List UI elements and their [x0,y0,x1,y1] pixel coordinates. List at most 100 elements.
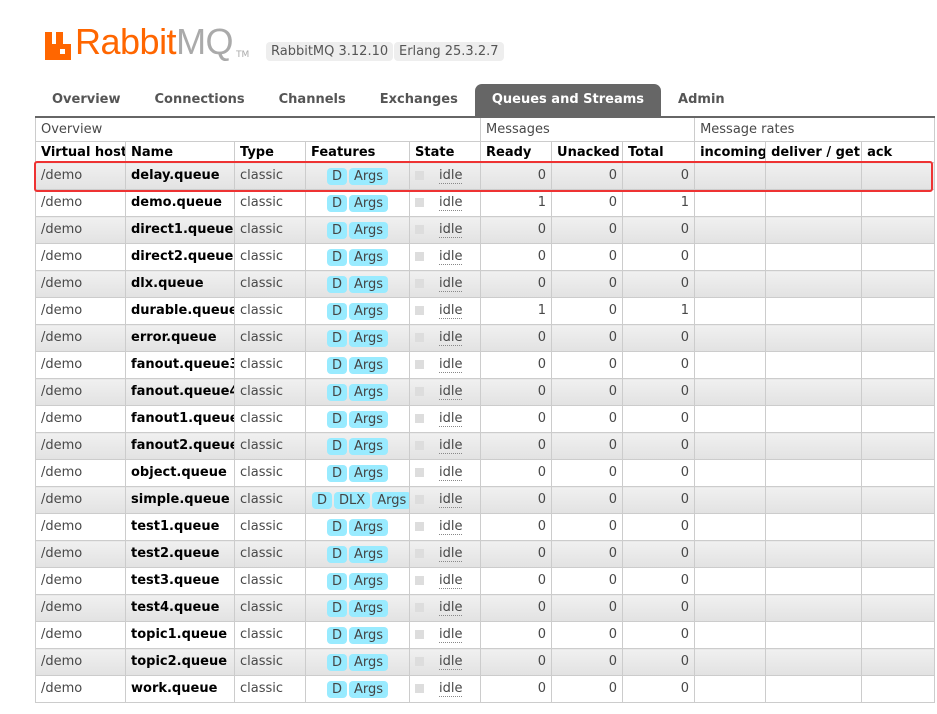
feature-badge-d[interactable]: D [326,384,347,401]
column-header-type[interactable]: Type [234,141,306,163]
feature-badge-d[interactable]: D [326,357,347,374]
feature-badge-d[interactable]: D [326,276,347,293]
tab-channels[interactable]: Channels [278,92,346,107]
queue-row[interactable]: /demo test1.queue classic D Args idle 0 0 0 [35,513,936,541]
queue-row[interactable]: /demo work.queue classic D Args idle 0 0 0 [35,675,936,703]
column-header-deliver-get[interactable]: deliver / get [765,141,863,163]
feature-badge-d[interactable]: D [326,411,347,428]
feature-badge-d[interactable]: D [326,249,347,266]
queue-row[interactable]: /demo fanout.queue4 classic D Args idle 0 0… [35,378,936,406]
feature-badge-d[interactable]: D [326,168,347,185]
feature-badge-args[interactable]: Args [348,168,389,185]
feature-badge-args[interactable]: Args [348,546,389,563]
feature-badge-args[interactable]: Args [348,357,389,374]
feature-badge-args[interactable]: Args [348,303,389,320]
feature-badge-d[interactable]: D [326,573,347,590]
queue-row[interactable]: /demo topic2.queue classic D Args idle 0 0 … [35,648,936,676]
queue-name-link[interactable]: fanout.queue3 [125,351,235,379]
queue-name-link[interactable]: test2.queue [125,540,235,568]
feature-badge-d[interactable]: D [326,519,347,536]
queue-row[interactable]: /demo topic1.queue classic D Args idle 0 0 … [35,621,936,649]
queue-name-link[interactable]: direct1.queue [125,216,235,244]
deliver-get-rate-cell [765,405,863,433]
tab-connections[interactable]: Connections [154,92,245,107]
tab-exchanges[interactable]: Exchanges [379,92,458,107]
queue-name-link[interactable]: topic1.queue [125,621,235,649]
queue-row[interactable]: /demo durable.queue classic D Args idle 1 0… [35,297,936,325]
feature-badge-d[interactable]: D [326,465,347,482]
feature-badge-d[interactable]: D [326,681,347,698]
queue-name-link[interactable]: fanout2.queue [125,432,235,460]
feature-badge-args[interactable]: Args [348,465,389,482]
feature-badge-dlx[interactable]: DLX [334,492,371,509]
queue-row[interactable]: /demo direct1.queue classic D Args idle 0 0… [35,216,936,244]
feature-badge-args[interactable]: Args [348,195,389,212]
queue-name-link[interactable]: delay.queue [125,162,235,190]
feature-badge-args[interactable]: Args [348,438,389,455]
feature-badge-args[interactable]: Args [348,330,389,347]
column-header-state[interactable]: State [408,141,482,163]
feature-badge-d[interactable]: D [326,600,347,617]
queue-row[interactable]: /demo test2.queue classic D Args idle 0 0 0 [35,540,936,568]
feature-badge-args[interactable]: Args [348,600,389,617]
column-header-ack[interactable]: ack [861,141,936,163]
queue-row[interactable]: /demo fanout1.queue classic D Args idle 0 0… [35,405,936,433]
queue-row[interactable]: /demo delay.queue classic D Args idle 0 0 0 [35,162,936,190]
queue-row[interactable]: /demo dlx.queue classic D Args idle 0 0 0 [35,270,936,298]
queue-row[interactable]: /demo direct2.queue classic D Args idle 0 0… [35,243,936,271]
feature-badge-d[interactable]: D [326,222,347,239]
feature-badge-d[interactable]: D [326,330,347,347]
feature-badge-d[interactable]: D [326,627,347,644]
tab-queues-and-streams[interactable]: Queues and Streams [474,84,662,116]
feature-badge-args[interactable]: Args [348,681,389,698]
tab-admin[interactable]: Admin [678,92,725,107]
feature-badge-args[interactable]: Args [348,249,389,266]
column-header-total[interactable]: Total [622,141,696,163]
feature-badge-args[interactable]: Args [348,519,389,536]
feature-badge-args[interactable]: Args [348,654,389,671]
queue-name-link[interactable]: work.queue [125,675,235,703]
queue-name-link[interactable]: object.queue [125,459,235,487]
column-header-ready[interactable]: Ready [480,141,553,163]
queue-row[interactable]: /demo simple.queue classic D DLX Args idle 0… [35,486,936,514]
feature-badge-d[interactable]: D [326,654,347,671]
queue-row[interactable]: /demo fanout2.queue classic D Args idle 0 0… [35,432,936,460]
queue-name-link[interactable]: error.queue [125,324,235,352]
queue-name-link[interactable]: fanout1.queue [125,405,235,433]
queue-row[interactable]: /demo fanout.queue3 classic D Args idle 0 0… [35,351,936,379]
feature-badge-d[interactable]: D [312,492,333,509]
queue-row[interactable]: /demo demo.queue classic D Args idle 1 0 1 [35,189,936,217]
vhost-cell: /demo [35,540,126,568]
feature-badge-args[interactable]: Args [348,276,389,293]
column-header-name[interactable]: Name [125,141,235,163]
tab-overview[interactable]: Overview [52,92,121,107]
queue-row[interactable]: /demo error.queue classic D Args idle 0 0 0 [35,324,936,352]
queue-name-link[interactable]: durable.queue [125,297,235,325]
queue-row[interactable]: /demo test3.queue classic D Args idle 0 0 0 [35,567,936,595]
feature-badge-d[interactable]: D [326,303,347,320]
queue-row[interactable]: /demo object.queue classic D Args idle 0 0 … [35,459,936,487]
feature-badge-args[interactable]: Args [348,411,389,428]
queue-name-link[interactable]: test1.queue [125,513,235,541]
feature-badge-d[interactable]: D [326,546,347,563]
feature-badge-args[interactable]: Args [348,384,389,401]
column-header-unacked[interactable]: Unacked [551,141,624,163]
column-header-features[interactable]: Features [305,141,410,163]
feature-badge-d[interactable]: D [326,195,347,212]
feature-badge-args[interactable]: Args [348,222,389,239]
queue-name-link[interactable]: direct2.queue [125,243,235,271]
queue-name-link[interactable]: simple.queue [125,486,235,514]
queue-name-link[interactable]: test3.queue [125,567,235,595]
feature-badge-args[interactable]: Args [348,573,389,590]
queue-name-link[interactable]: fanout.queue4 [125,378,235,406]
column-header-virtual-host[interactable]: Virtual host [35,141,126,163]
queue-name-link[interactable]: dlx.queue [125,270,235,298]
queue-name-link[interactable]: topic2.queue [125,648,235,676]
column-header-incoming[interactable]: incoming [694,141,767,163]
feature-badge-args[interactable]: Args [372,492,409,509]
feature-badge-args[interactable]: Args [348,627,389,644]
queue-row[interactable]: /demo test4.queue classic D Args idle 0 0 0 [35,594,936,622]
queue-name-link[interactable]: test4.queue [125,594,235,622]
queue-name-link[interactable]: demo.queue [125,189,235,217]
feature-badge-d[interactable]: D [326,438,347,455]
